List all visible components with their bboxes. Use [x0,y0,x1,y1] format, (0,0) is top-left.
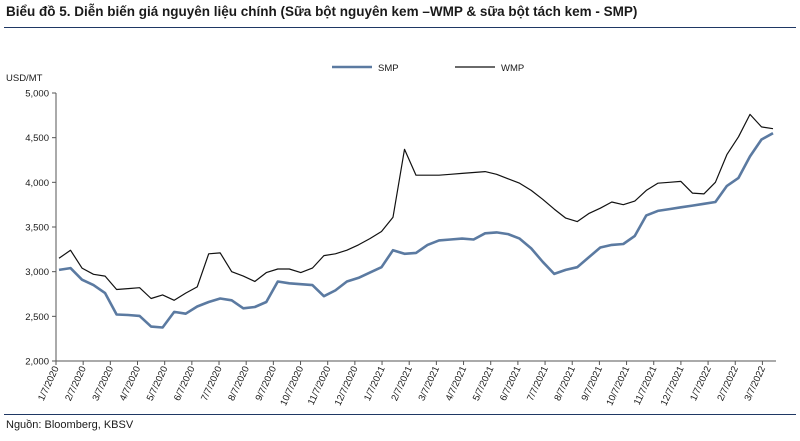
x-tick-label: 6/7/2020 [172,365,198,403]
chart-title: Biểu đồ 5. Diễn biến giá nguyên liệu chí… [6,4,638,19]
x-tick-label: 10/7/2020 [278,365,306,408]
y-tick-label: 2,000 [25,357,49,368]
line-chart: USD/MT SMP WMP 2,000 2,500 3,000 3,500 4,000… [6,63,776,408]
x-tick-label: 1/7/2022 [688,365,714,403]
x-tick-label: 2/7/2020 [63,365,89,403]
y-tick-label: 4,500 [25,133,49,144]
title-divider [4,27,796,28]
x-tick-label: 3/7/2020 [90,365,116,403]
x-tick-label: 6/7/2021 [498,365,524,403]
x-tick-label: 5/7/2020 [145,365,171,403]
x-tick-label: 8/7/2020 [226,365,252,403]
source-note: Nguồn: Bloomberg, KBSV [6,419,134,431]
x-tick-label: 4/7/2020 [118,365,144,403]
y-tick-label: 2,500 [25,312,49,323]
x-tick-label: 5/7/2021 [471,365,497,403]
x-tick-label: 3/7/2022 [743,365,769,403]
x-tick-label: 2/7/2022 [715,365,741,403]
x-tick-label: 12/7/2020 [333,365,361,408]
y-tick-label: 4,000 [25,178,49,189]
axes: 2,000 2,500 3,000 3,500 4,000 4,500 5,000 1/7/2… [25,89,776,408]
x-tick-label: 1/7/2020 [36,365,62,403]
x-tick-label: 11/7/2020 [306,365,334,407]
x-tick-label: 4/7/2021 [444,365,470,403]
smp-line [58,132,774,329]
x-tick-label: 12/7/2021 [659,365,687,408]
x-tick-label: 2/7/2021 [389,365,415,403]
x-tick-label: 1/7/2021 [362,365,388,403]
legend-smp-label: SMP [378,63,399,74]
x-tick-label: 9/7/2020 [253,365,279,403]
x-tick-label: 7/7/2021 [525,365,551,403]
y-axis-label: USD/MT [6,73,43,84]
series-layer [58,113,774,329]
x-tick-label: 3/7/2021 [416,365,442,403]
x-tick-label: 9/7/2021 [580,365,606,403]
x-tick-label: 7/7/2020 [199,365,225,403]
legend: SMP WMP [332,63,524,74]
source-divider [4,414,796,415]
x-tick-label: 10/7/2021 [604,365,632,408]
wmp-line [58,113,774,301]
y-tick-label: 3,500 [25,223,49,234]
x-tick-label: 8/7/2021 [552,365,578,403]
legend-wmp-label: WMP [501,63,524,74]
y-tick-label: 5,000 [25,89,49,100]
x-tick-label: 11/7/2021 [632,365,660,407]
y-tick-label: 3,000 [25,267,49,278]
